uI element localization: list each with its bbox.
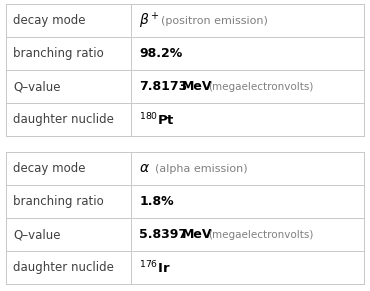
Text: branching ratio: branching ratio: [13, 195, 104, 208]
Text: $^{176}$Ir: $^{176}$Ir: [139, 259, 171, 276]
Text: (alpha emission): (alpha emission): [155, 164, 248, 173]
Text: MeV: MeV: [182, 228, 213, 241]
Text: 98.2%: 98.2%: [139, 47, 183, 60]
Text: $\it{\beta}^+$: $\it{\beta}^+$: [139, 10, 160, 31]
Text: 5.8397: 5.8397: [139, 228, 188, 241]
Text: $\it{\alpha}$: $\it{\alpha}$: [139, 162, 150, 175]
Text: daughter nuclide: daughter nuclide: [13, 261, 114, 274]
Text: 1.8%: 1.8%: [139, 195, 174, 208]
Text: $^{180}$Pt: $^{180}$Pt: [139, 111, 175, 128]
Text: Q–value: Q–value: [13, 228, 61, 241]
Text: daughter nuclide: daughter nuclide: [13, 113, 114, 126]
Text: Q–value: Q–value: [13, 80, 61, 93]
Text: branching ratio: branching ratio: [13, 47, 104, 60]
Text: (positron emission): (positron emission): [161, 15, 268, 26]
Text: MeV: MeV: [182, 80, 213, 93]
Text: 7.8173: 7.8173: [139, 80, 188, 93]
Text: (megaelectronvolts): (megaelectronvolts): [208, 81, 314, 91]
Text: (megaelectronvolts): (megaelectronvolts): [208, 230, 314, 239]
Text: decay mode: decay mode: [13, 14, 85, 27]
Text: decay mode: decay mode: [13, 162, 85, 175]
